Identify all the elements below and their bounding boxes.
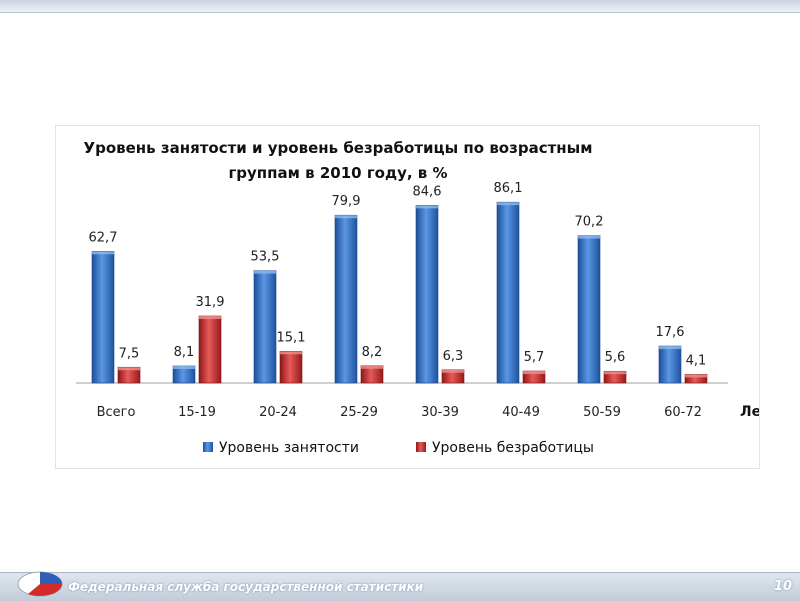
x-tick-label-7: 50-59 <box>583 405 621 420</box>
legend: Уровень занятости Уровень безработицы <box>203 440 594 456</box>
x-tick-label-2: 15-19 <box>178 405 216 420</box>
data-label-unemployment-8: 4,1 <box>686 353 707 368</box>
bar-employment-2 <box>172 365 196 384</box>
top-decor-bar <box>0 0 800 13</box>
data-label-employment-6: 86,1 <box>494 181 523 196</box>
data-label-unemployment-3: 15,1 <box>277 330 306 345</box>
bar-cap-employment-6 <box>497 202 519 206</box>
data-label-employment-3: 53,5 <box>251 250 280 265</box>
bar-unemployment-2 <box>198 315 222 384</box>
bar-employment-8 <box>658 345 682 384</box>
x-tick-label-1: Всего <box>97 405 136 420</box>
data-label-unemployment-7: 5,6 <box>605 350 626 365</box>
bar-employment-5 <box>415 205 439 384</box>
bar-employment-3 <box>253 270 277 384</box>
chart-frame: Уровень занятости и уровень безработицы … <box>55 125 760 469</box>
bar-cap-employment-1 <box>92 251 114 255</box>
bar-cap-employment-3 <box>254 270 276 274</box>
chart: Уровень занятости и уровень безработицы … <box>76 139 759 456</box>
bar-cap-unemployment-6 <box>523 371 545 375</box>
data-label-unemployment-4: 8,2 <box>362 345 383 360</box>
bar-cap-employment-5 <box>416 205 438 209</box>
bar-employment-1 <box>91 251 115 384</box>
bar-employment-4 <box>334 214 358 384</box>
data-label-unemployment-1: 7,5 <box>119 346 140 361</box>
bar-cap-employment-4 <box>335 215 357 219</box>
page-number: 10 <box>773 579 792 594</box>
x-tick-label-8: 60-72 <box>664 405 702 420</box>
data-label-unemployment-5: 6,3 <box>443 349 464 364</box>
footer-bar <box>0 572 800 601</box>
bar-cap-unemployment-3 <box>280 351 302 355</box>
bar-cap-employment-8 <box>659 346 681 350</box>
bar-unemployment-7 <box>603 370 627 384</box>
bar-employment-7 <box>577 235 601 384</box>
legend-swatch-unemployment <box>416 442 426 452</box>
data-label-employment-7: 70,2 <box>575 215 604 230</box>
legend-label-employment: Уровень занятости <box>219 440 359 456</box>
data-label-employment-4: 79,9 <box>332 194 361 209</box>
bar-cap-employment-2 <box>173 365 195 369</box>
chart-title-line-1: Уровень занятости и уровень безработицы … <box>84 139 593 157</box>
data-label-unemployment-2: 31,9 <box>196 295 225 310</box>
x-tick-label-6: 40-49 <box>502 405 540 420</box>
data-label-employment-5: 84,6 <box>413 184 442 199</box>
chart-title-line-2: группам в 2010 году, в % <box>228 164 447 182</box>
bar-cap-unemployment-7 <box>604 371 626 375</box>
bar-employment-6 <box>496 201 520 384</box>
bar-cap-unemployment-8 <box>685 374 707 378</box>
x-axis-label: Лет <box>740 404 759 420</box>
rosstat-logo-icon <box>17 571 63 597</box>
footer-text: Федеральная служба государственной стати… <box>68 580 424 594</box>
bar-cap-unemployment-2 <box>199 316 221 320</box>
x-tick-label-4: 25-29 <box>340 405 378 420</box>
data-label-employment-8: 17,6 <box>656 325 685 340</box>
legend-label-unemployment: Уровень безработицы <box>432 440 594 456</box>
data-label-employment-2: 8,1 <box>174 345 195 360</box>
x-tick-label-5: 30-39 <box>421 405 459 420</box>
data-label-unemployment-6: 5,7 <box>524 350 545 365</box>
bar-cap-employment-7 <box>578 235 600 239</box>
x-tick-label-3: 20-24 <box>259 405 297 420</box>
bar-unemployment-3 <box>279 350 303 384</box>
bar-cap-unemployment-5 <box>442 369 464 373</box>
data-label-employment-1: 62,7 <box>89 230 118 245</box>
legend-swatch-employment <box>203 442 213 452</box>
bar-cap-unemployment-1 <box>118 367 140 371</box>
bar-cap-unemployment-4 <box>361 365 383 369</box>
